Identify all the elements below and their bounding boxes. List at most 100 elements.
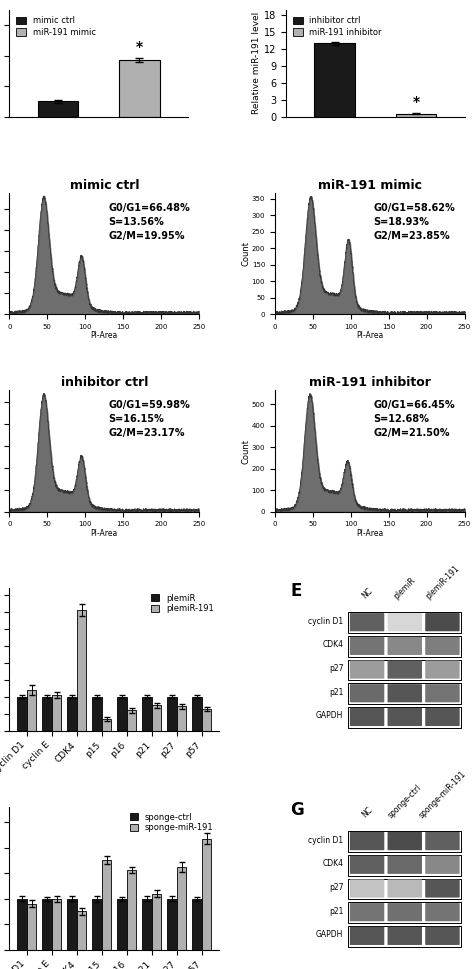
FancyBboxPatch shape bbox=[350, 684, 384, 703]
Text: G0/G1=59.98%
S=16.15%
G2/M=23.17%: G0/G1=59.98% S=16.15% G2/M=23.17% bbox=[108, 400, 190, 438]
Legend: plemiR, plemiR-191: plemiR, plemiR-191 bbox=[149, 592, 215, 615]
FancyBboxPatch shape bbox=[350, 880, 384, 897]
FancyBboxPatch shape bbox=[388, 856, 422, 874]
Bar bbox=[348, 902, 461, 923]
Bar bbox=[177, 867, 186, 950]
Legend: mimic ctrl, miR-191 mimic: mimic ctrl, miR-191 mimic bbox=[14, 14, 98, 40]
FancyBboxPatch shape bbox=[425, 880, 460, 897]
Bar bbox=[348, 926, 461, 947]
X-axis label: PI-Area: PI-Area bbox=[91, 331, 118, 340]
Bar bbox=[18, 697, 27, 731]
Text: G0/G1=58.62%
S=18.93%
G2/M=23.85%: G0/G1=58.62% S=18.93% G2/M=23.85% bbox=[374, 203, 455, 240]
Text: cyclin D1: cyclin D1 bbox=[308, 616, 343, 626]
FancyBboxPatch shape bbox=[425, 613, 460, 631]
Text: p27: p27 bbox=[329, 664, 343, 673]
FancyBboxPatch shape bbox=[388, 613, 422, 631]
Text: E: E bbox=[290, 582, 301, 600]
Text: NC: NC bbox=[360, 805, 374, 820]
Text: GAPDH: GAPDH bbox=[316, 711, 343, 721]
Bar bbox=[348, 612, 461, 633]
FancyBboxPatch shape bbox=[388, 832, 422, 850]
Text: G0/G1=66.48%
S=13.56%
G2/M=19.95%: G0/G1=66.48% S=13.56% G2/M=19.95% bbox=[108, 203, 190, 240]
Title: inhibitor ctrl: inhibitor ctrl bbox=[61, 376, 148, 390]
Title: miR-191 mimic: miR-191 mimic bbox=[318, 178, 422, 192]
Bar bbox=[67, 898, 77, 950]
Y-axis label: Count: Count bbox=[241, 241, 250, 266]
Bar bbox=[348, 879, 461, 899]
FancyBboxPatch shape bbox=[425, 926, 460, 945]
Bar bbox=[127, 710, 137, 731]
Bar bbox=[202, 838, 211, 950]
Text: *: * bbox=[412, 95, 419, 109]
Legend: sponge-ctrl, sponge-miR-191: sponge-ctrl, sponge-miR-191 bbox=[128, 811, 215, 834]
Bar bbox=[167, 898, 177, 950]
FancyBboxPatch shape bbox=[425, 684, 460, 703]
FancyBboxPatch shape bbox=[350, 661, 384, 678]
Bar bbox=[52, 898, 62, 950]
Text: G0/G1=66.45%
S=12.68%
G2/M=21.50%: G0/G1=66.45% S=12.68% G2/M=21.50% bbox=[374, 400, 455, 438]
FancyBboxPatch shape bbox=[388, 661, 422, 678]
Bar bbox=[348, 831, 461, 852]
Bar bbox=[18, 898, 27, 950]
FancyBboxPatch shape bbox=[350, 926, 384, 945]
Text: CDK4: CDK4 bbox=[322, 641, 343, 649]
FancyBboxPatch shape bbox=[350, 903, 384, 922]
FancyBboxPatch shape bbox=[425, 903, 460, 922]
Text: sponge-miR-191: sponge-miR-191 bbox=[417, 769, 468, 820]
FancyBboxPatch shape bbox=[350, 707, 384, 726]
Bar bbox=[118, 898, 127, 950]
Bar bbox=[152, 705, 162, 731]
Y-axis label: Count: Count bbox=[241, 439, 250, 463]
Bar bbox=[348, 707, 461, 728]
Title: miR-191 inhibitor: miR-191 inhibitor bbox=[309, 376, 431, 390]
FancyBboxPatch shape bbox=[350, 856, 384, 874]
FancyBboxPatch shape bbox=[388, 880, 422, 897]
X-axis label: PI-Area: PI-Area bbox=[356, 529, 383, 538]
FancyBboxPatch shape bbox=[425, 661, 460, 678]
Text: plemiR-191: plemiR-191 bbox=[424, 564, 461, 601]
Text: plemiR: plemiR bbox=[392, 576, 418, 601]
Bar bbox=[314, 44, 355, 116]
Bar bbox=[143, 697, 152, 731]
FancyBboxPatch shape bbox=[388, 926, 422, 945]
Bar bbox=[43, 697, 52, 731]
FancyBboxPatch shape bbox=[388, 684, 422, 703]
Bar bbox=[177, 706, 186, 731]
FancyBboxPatch shape bbox=[425, 707, 460, 726]
Text: p27: p27 bbox=[329, 883, 343, 892]
Bar bbox=[192, 697, 202, 731]
Bar bbox=[119, 60, 160, 116]
Text: *: * bbox=[136, 40, 143, 54]
Y-axis label: Relative miR-191 level: Relative miR-191 level bbox=[252, 12, 261, 114]
Title: mimic ctrl: mimic ctrl bbox=[70, 178, 139, 192]
Bar bbox=[92, 898, 102, 950]
Bar bbox=[102, 719, 111, 731]
Text: GAPDH: GAPDH bbox=[316, 930, 343, 939]
Bar bbox=[43, 898, 52, 950]
Bar bbox=[77, 610, 86, 731]
Bar bbox=[67, 697, 77, 731]
Bar bbox=[152, 893, 162, 950]
Bar bbox=[348, 636, 461, 657]
Bar bbox=[348, 660, 461, 680]
Bar bbox=[143, 898, 152, 950]
Bar bbox=[348, 683, 461, 704]
Text: sponge-ctrl: sponge-ctrl bbox=[386, 783, 423, 820]
Text: cyclin D1: cyclin D1 bbox=[308, 835, 343, 845]
Bar bbox=[77, 912, 86, 950]
Bar bbox=[167, 697, 177, 731]
Bar bbox=[118, 697, 127, 731]
FancyBboxPatch shape bbox=[350, 613, 384, 631]
FancyBboxPatch shape bbox=[388, 903, 422, 922]
FancyBboxPatch shape bbox=[350, 637, 384, 655]
Bar bbox=[102, 860, 111, 950]
Bar bbox=[127, 869, 137, 950]
Legend: inhibitor ctrl, miR-191 inhibitor: inhibitor ctrl, miR-191 inhibitor bbox=[290, 14, 384, 40]
FancyBboxPatch shape bbox=[350, 832, 384, 850]
Text: p21: p21 bbox=[329, 688, 343, 697]
Bar bbox=[348, 855, 461, 876]
Bar bbox=[192, 898, 202, 950]
Bar bbox=[202, 708, 211, 731]
X-axis label: PI-Area: PI-Area bbox=[356, 331, 383, 340]
FancyBboxPatch shape bbox=[425, 832, 460, 850]
